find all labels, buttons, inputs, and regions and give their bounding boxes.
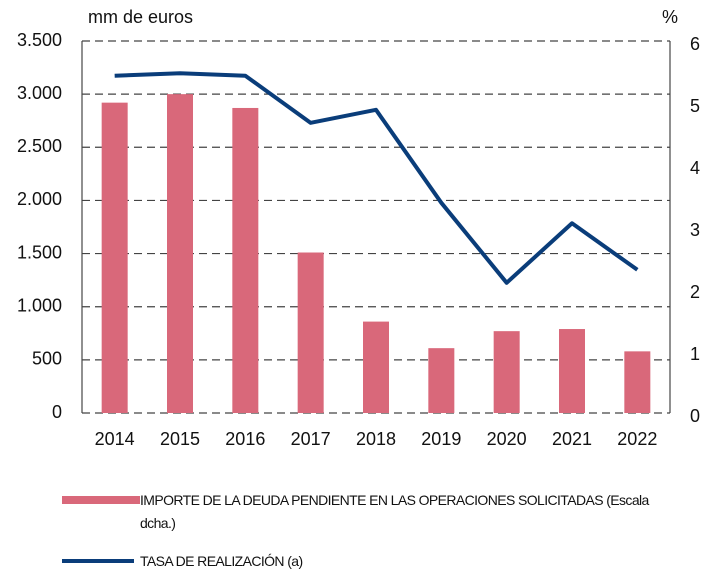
y2-axis-label: % bbox=[662, 7, 678, 27]
y-tick-label: 2.500 bbox=[17, 136, 62, 156]
y-tick-label: 3.000 bbox=[17, 83, 62, 103]
y-tick-label: 0 bbox=[52, 402, 62, 422]
bar bbox=[167, 94, 193, 414]
y-tick-label: 1.500 bbox=[17, 242, 62, 262]
bar bbox=[101, 102, 128, 413]
y-tick-label: 2.000 bbox=[17, 189, 62, 209]
y2-tick-label: 3 bbox=[690, 220, 700, 240]
x-tick-label: 2018 bbox=[356, 429, 396, 449]
legend-swatch bbox=[62, 559, 134, 563]
y-axis-label: mm de euros bbox=[88, 7, 193, 27]
legend-swatch bbox=[62, 496, 140, 504]
y-tick-label: 500 bbox=[32, 349, 62, 369]
y-tick-label: 3.500 bbox=[17, 30, 62, 50]
legend-item: IMPORTE DE LA DEUDA PENDIENTE EN LAS OPE… bbox=[62, 489, 670, 535]
x-tick-label: 2020 bbox=[487, 429, 527, 449]
y2-tick-label: 1 bbox=[690, 344, 700, 364]
bar bbox=[297, 252, 324, 413]
bar bbox=[428, 348, 455, 413]
chart: mm de euros % 0 500 1.000 1.500 2.000 2.500 3.… bbox=[17, 7, 700, 449]
bar bbox=[624, 351, 651, 413]
x-tick-label: 2021 bbox=[552, 429, 592, 449]
x-tick-label: 2017 bbox=[291, 429, 331, 449]
line bbox=[114, 71, 639, 285]
y2-tick-label: 6 bbox=[690, 34, 700, 54]
bar bbox=[559, 329, 585, 413]
y2-tick-label: 5 bbox=[690, 96, 700, 116]
y2-tick-label: 0 bbox=[690, 406, 700, 426]
y2-tick-label: 4 bbox=[690, 158, 700, 178]
x-tick-label: 2016 bbox=[225, 429, 265, 449]
y2-tick-label: 2 bbox=[690, 282, 700, 302]
bar bbox=[232, 107, 259, 414]
x-tick-label: 2014 bbox=[95, 429, 135, 449]
legend-swatch-bar bbox=[62, 496, 140, 504]
legend-label: TASA DE REALIZACIÓN (a) bbox=[140, 553, 303, 569]
bar bbox=[493, 331, 520, 413]
bar bbox=[363, 321, 389, 413]
x-tick-label: 2022 bbox=[617, 429, 657, 449]
legend-label: IMPORTE DE LA DEUDA PENDIENTE EN LAS OPE… bbox=[140, 492, 649, 531]
legend-item: TASA DE REALIZACIÓN (a) bbox=[62, 550, 670, 573]
y-tick-label: 1.000 bbox=[17, 295, 62, 315]
x-tick-label: 2019 bbox=[421, 429, 461, 449]
x-tick-label: 2015 bbox=[160, 429, 200, 449]
